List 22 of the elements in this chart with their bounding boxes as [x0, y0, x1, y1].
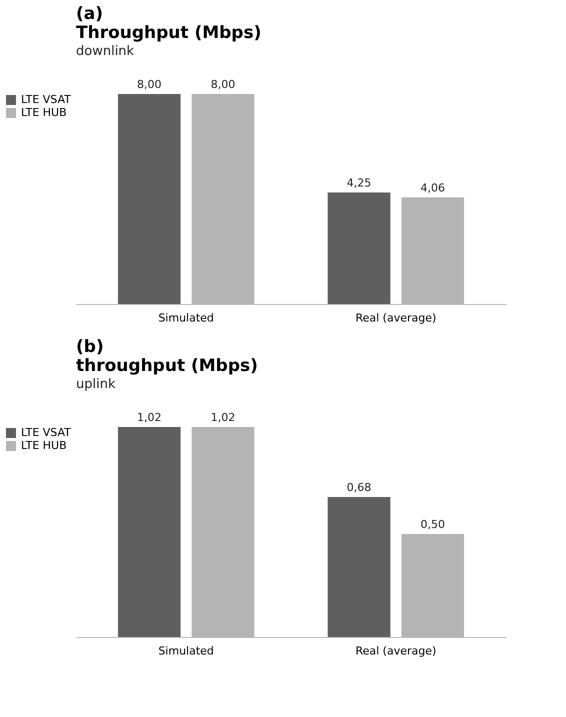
data-label: 8,00: [137, 78, 162, 91]
data-label: 4,25: [346, 176, 372, 190]
chart-subtitle: uplink: [76, 377, 116, 392]
legend-label: LTE VSAT: [21, 426, 72, 439]
chart-title: Throughput (Mbps): [76, 23, 262, 43]
data-label: 8,00: [210, 78, 236, 91]
data-label: 1,02: [210, 411, 236, 424]
data-label: 4,06: [420, 181, 445, 194]
x-tick-label: Real (average): [355, 644, 436, 658]
legend-label: LTE VSAT: [21, 93, 72, 106]
text: (a): [76, 4, 104, 24]
data-label: 0,50: [420, 518, 445, 532]
legend-label: LTE HUB: [21, 106, 67, 119]
x-tick-label: Simulated: [158, 644, 214, 658]
data-label: 0,68: [346, 481, 372, 494]
x-tick-label: Real (average): [355, 312, 436, 324]
text: (b): [76, 337, 104, 357]
chart-subtitle: downlink: [76, 44, 135, 59]
data-label: 1,02: [137, 411, 162, 424]
chart-title: throughput (Mbps): [76, 356, 258, 376]
x-tick-label: Simulated: [158, 312, 214, 324]
legend-label: LTE HUB: [21, 439, 67, 452]
